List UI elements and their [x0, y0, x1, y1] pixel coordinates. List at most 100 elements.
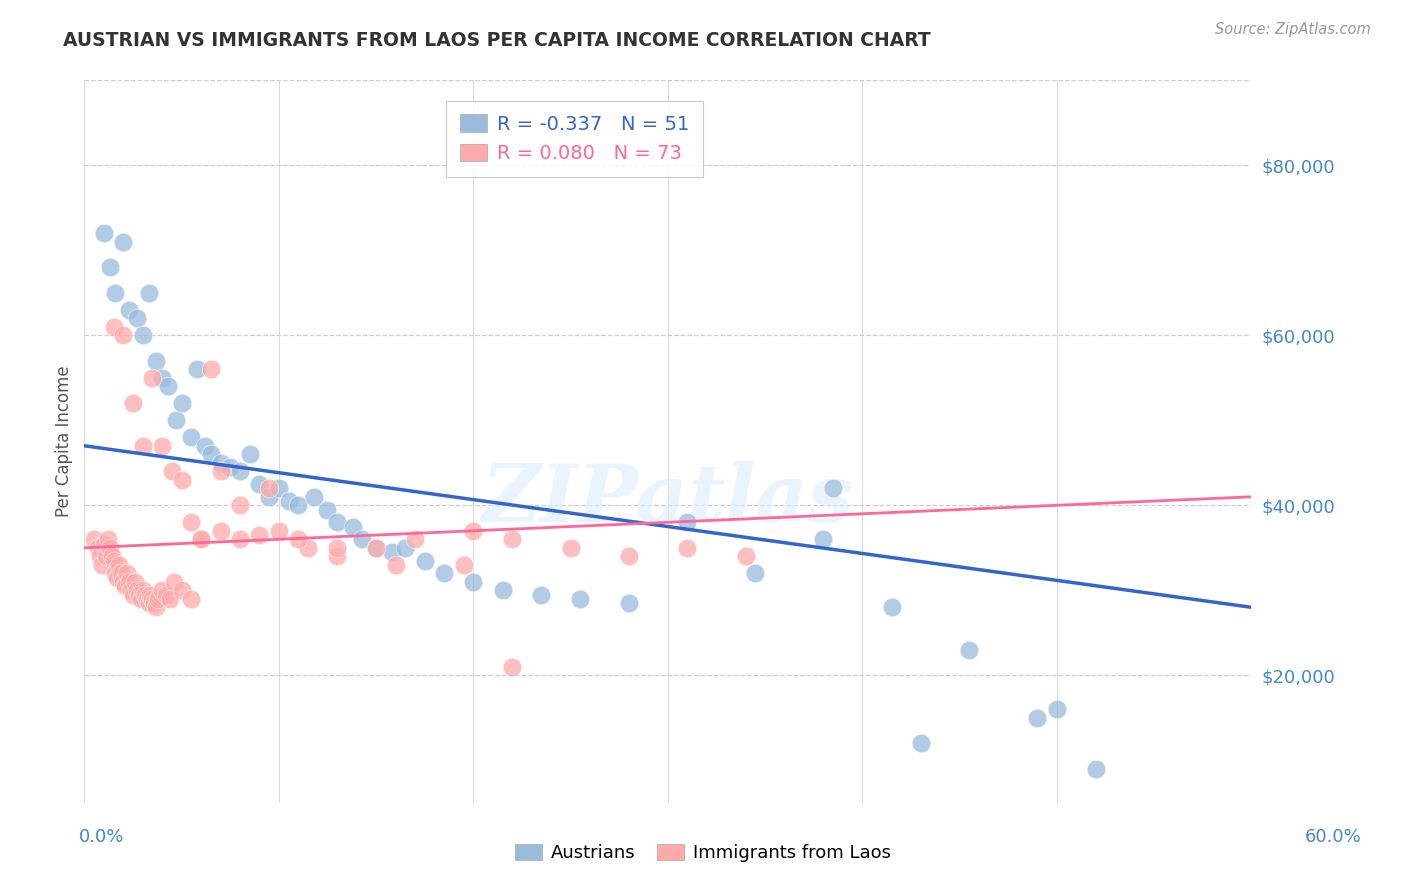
- Point: [138, 596, 160, 610]
- Point: [190, 533, 212, 547]
- Point: [135, 591, 157, 606]
- Point: [366, 541, 388, 555]
- Point: [145, 353, 167, 368]
- Point: [98, 260, 121, 275]
- Point: [98, 541, 121, 555]
- Point: [89, 549, 111, 564]
- Point: [813, 533, 835, 547]
- Point: [150, 371, 173, 385]
- Point: [94, 549, 117, 564]
- Point: [93, 227, 115, 241]
- Point: [297, 541, 319, 555]
- Point: [277, 494, 299, 508]
- Point: [170, 473, 193, 487]
- Point: [108, 558, 131, 572]
- Point: [141, 371, 163, 385]
- Point: [122, 396, 145, 410]
- Point: [384, 558, 406, 572]
- Point: [326, 541, 349, 555]
- Point: [134, 588, 156, 602]
- Point: [125, 311, 148, 326]
- Text: 60.0%: 60.0%: [1305, 828, 1361, 846]
- Point: [257, 490, 280, 504]
- Point: [501, 660, 523, 674]
- Y-axis label: Per Capita Income: Per Capita Income: [55, 366, 73, 517]
- Text: AUSTRIAN VS IMMIGRANTS FROM LAOS PER CAPITA INCOME CORRELATION CHART: AUSTRIAN VS IMMIGRANTS FROM LAOS PER CAP…: [63, 31, 931, 50]
- Point: [676, 516, 699, 530]
- Point: [326, 516, 349, 530]
- Legend: Austrians, Immigrants from Laos: Austrians, Immigrants from Laos: [508, 837, 898, 870]
- Point: [229, 533, 252, 547]
- Point: [366, 541, 388, 555]
- Point: [150, 583, 173, 598]
- Point: [139, 588, 162, 602]
- Point: [249, 477, 271, 491]
- Point: [143, 596, 166, 610]
- Point: [957, 642, 980, 657]
- Text: ZIPatlas: ZIPatlas: [482, 460, 853, 538]
- Point: [200, 362, 222, 376]
- Point: [617, 596, 640, 610]
- Point: [114, 579, 136, 593]
- Point: [104, 285, 127, 300]
- Point: [112, 328, 135, 343]
- Point: [155, 588, 177, 602]
- Point: [186, 362, 208, 376]
- Text: 0.0%: 0.0%: [79, 828, 124, 846]
- Point: [132, 583, 155, 598]
- Point: [219, 460, 242, 475]
- Point: [83, 533, 105, 547]
- Point: [413, 553, 436, 567]
- Point: [112, 574, 135, 589]
- Point: [115, 566, 138, 581]
- Point: [180, 430, 202, 444]
- Point: [165, 413, 187, 427]
- Point: [676, 541, 699, 555]
- Point: [125, 583, 148, 598]
- Point: [194, 439, 217, 453]
- Point: [734, 549, 756, 564]
- Point: [1046, 702, 1069, 716]
- Text: Source: ZipAtlas.com: Source: ZipAtlas.com: [1215, 22, 1371, 37]
- Point: [170, 396, 193, 410]
- Point: [433, 566, 456, 581]
- Point: [132, 328, 155, 343]
- Point: [122, 588, 145, 602]
- Point: [190, 533, 212, 547]
- Point: [342, 519, 364, 533]
- Point: [138, 285, 160, 300]
- Point: [93, 536, 115, 550]
- Point: [124, 574, 146, 589]
- Point: [1084, 762, 1107, 776]
- Point: [120, 583, 142, 598]
- Point: [118, 574, 141, 589]
- Point: [501, 533, 523, 547]
- Point: [229, 464, 252, 478]
- Point: [880, 600, 903, 615]
- Point: [159, 591, 181, 606]
- Point: [145, 600, 167, 615]
- Point: [257, 481, 280, 495]
- Legend: R = -0.337   N = 51, R = 0.080   N = 73: R = -0.337 N = 51, R = 0.080 N = 73: [446, 101, 703, 177]
- Point: [326, 549, 349, 564]
- Point: [180, 591, 202, 606]
- Point: [287, 498, 309, 512]
- Point: [381, 545, 404, 559]
- Point: [110, 566, 132, 581]
- Point: [170, 583, 193, 598]
- Point: [249, 528, 271, 542]
- Point: [823, 481, 845, 495]
- Point: [104, 566, 127, 581]
- Point: [200, 447, 222, 461]
- Point: [180, 516, 202, 530]
- Point: [569, 591, 592, 606]
- Point: [404, 533, 426, 547]
- Point: [150, 439, 173, 453]
- Point: [910, 736, 932, 750]
- Point: [463, 524, 485, 538]
- Point: [239, 447, 262, 461]
- Point: [617, 549, 640, 564]
- Point: [209, 524, 232, 538]
- Point: [103, 553, 125, 567]
- Point: [97, 533, 120, 547]
